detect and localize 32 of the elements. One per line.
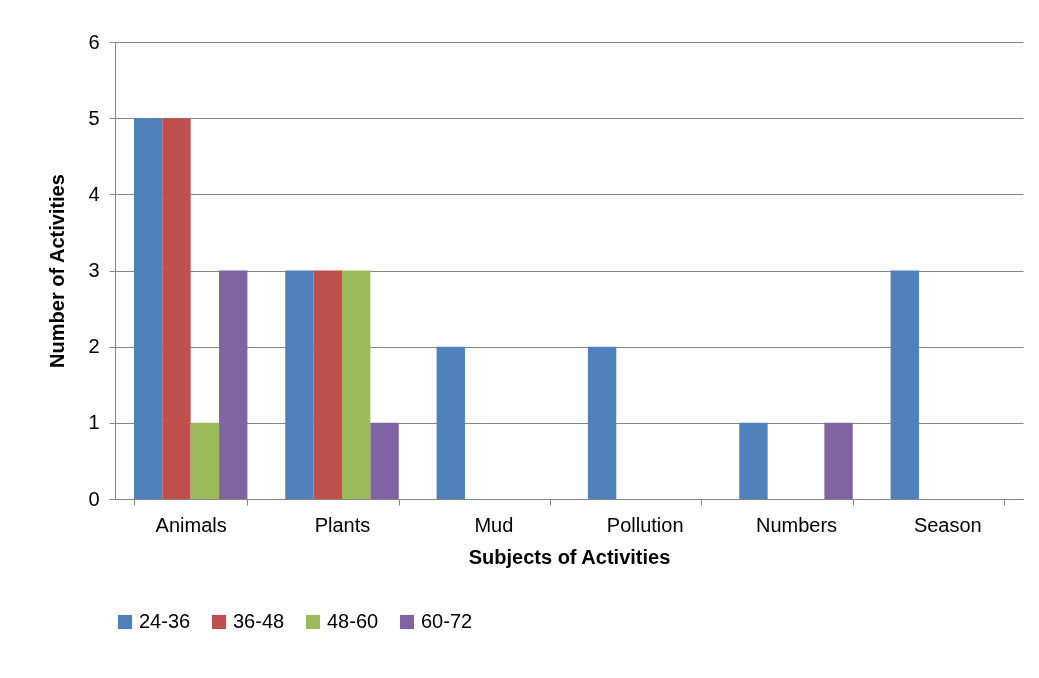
bar (190, 422, 220, 499)
legend-label: 48-60 (327, 610, 379, 632)
bar (370, 422, 399, 499)
bar (890, 270, 919, 499)
y-tick-label: 2 (88, 335, 100, 358)
bar (436, 346, 465, 499)
y-tick-label: 4 (88, 182, 100, 205)
legend-label: 36-48 (233, 610, 285, 632)
x-tick-label: Season (913, 513, 982, 536)
x-tick-label: Numbers (755, 513, 838, 536)
y-tick-label: 5 (88, 106, 100, 129)
bar (133, 118, 163, 499)
bar (285, 270, 314, 499)
legend-label: 60-72 (421, 610, 473, 632)
y-tick-label: 0 (88, 487, 100, 510)
x-tick-label: Pollution (606, 513, 684, 536)
x-axis-title: Subjects of Activities (468, 545, 671, 568)
legend-label: 24-36 (139, 610, 191, 632)
bar (824, 422, 853, 499)
y-tick-label: 3 (88, 259, 100, 281)
bar (587, 346, 617, 499)
bar (162, 118, 191, 499)
x-tick-label: Plants (314, 513, 371, 536)
bar (739, 422, 768, 499)
y-tick-label: 6 (88, 30, 100, 53)
x-tick-label: Animals (155, 513, 227, 536)
y-tick-label: 1 (88, 411, 100, 434)
bar (313, 270, 342, 499)
y-axis-title: Number of Activities (46, 174, 69, 368)
bar (219, 270, 248, 499)
x-tick-label: Mud (474, 513, 514, 536)
bar (342, 270, 371, 499)
